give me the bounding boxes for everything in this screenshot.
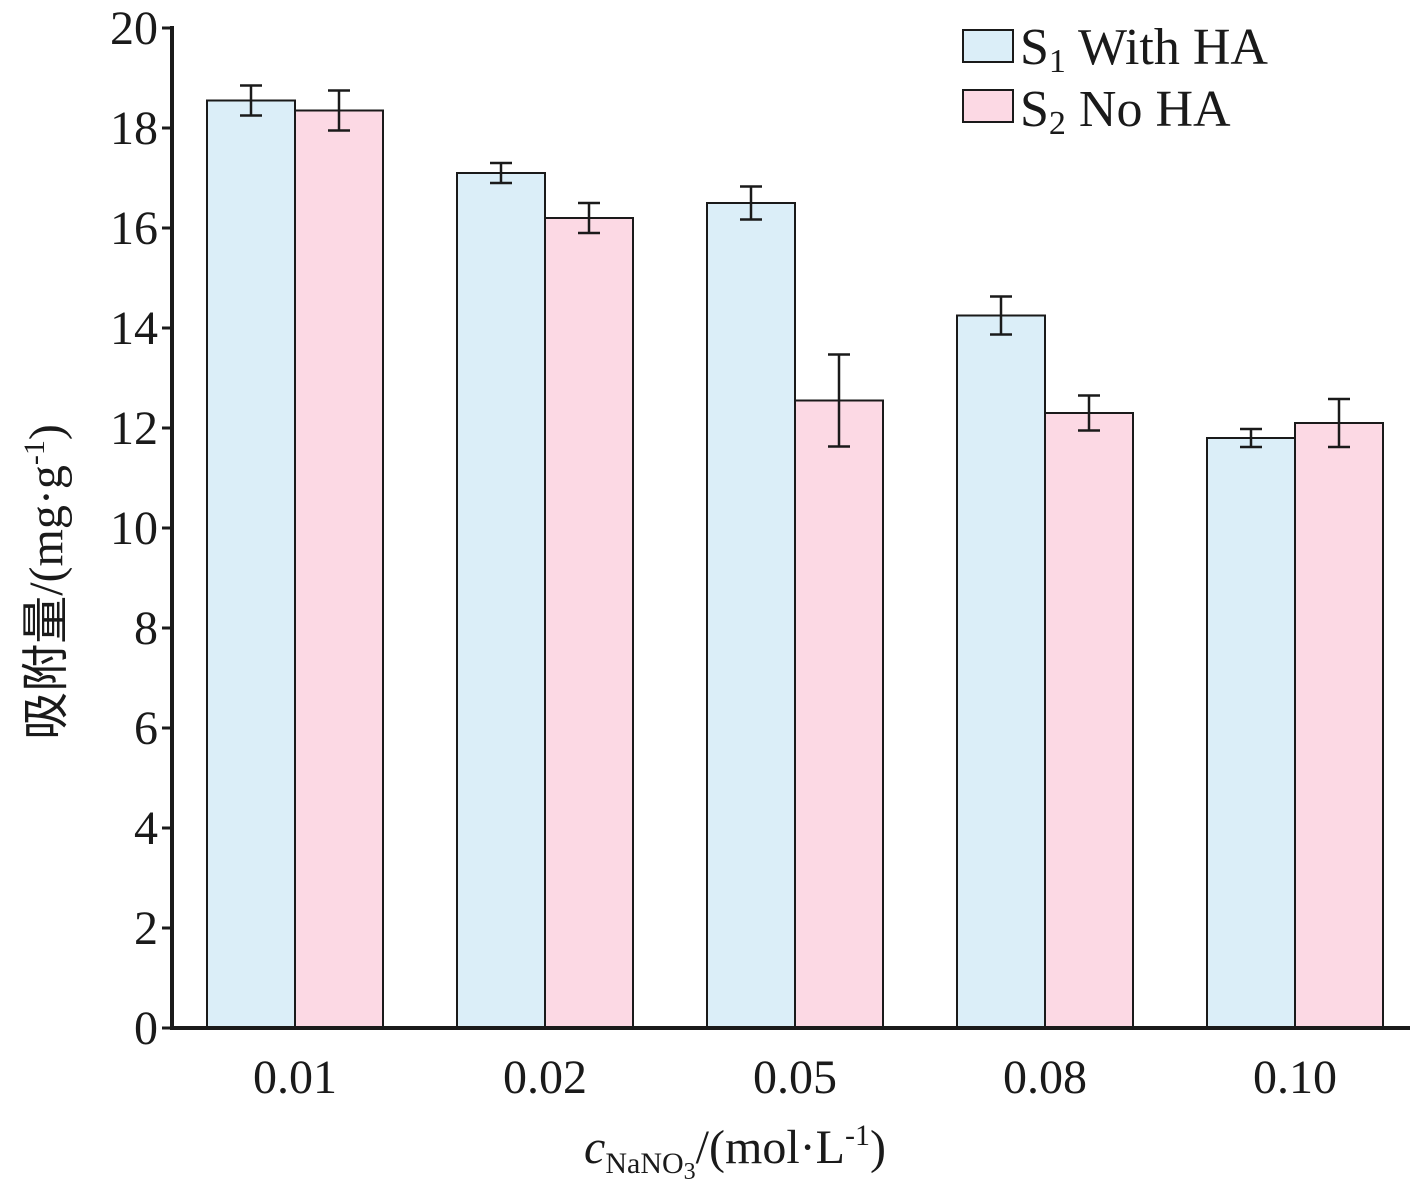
x-tick-label-0.02: 0.02 <box>503 1051 587 1104</box>
x-tick-label-0.01: 0.01 <box>253 1051 337 1104</box>
error-bar-s1-0.08 <box>990 295 1012 336</box>
x-tick-labels: 0.01 0.02 0.05 0.08 0.10 <box>253 1051 1337 1104</box>
bar-s1-0.02 <box>456 172 546 1029</box>
bar-s2-0.01 <box>294 109 384 1029</box>
error-bar-s2-0.05 <box>828 353 850 448</box>
x-axis-title: cNaNO3/(mol·L-1) <box>584 1119 886 1181</box>
y-tick-label-0: 0 <box>134 1002 158 1055</box>
bar-s2-0.02 <box>544 217 634 1029</box>
bar-s1-0.10 <box>1206 437 1296 1029</box>
error-bar-s2-0.02 <box>578 201 600 235</box>
y-tick-label-18: 18 <box>110 102 158 155</box>
legend-label-s1: S1 With HA <box>1020 19 1268 80</box>
bar-s1-0.08 <box>956 314 1046 1029</box>
legend-swatch-s1 <box>962 29 1014 63</box>
bar-s1-0.05 <box>706 202 796 1029</box>
y-tick-label-6: 6 <box>134 702 158 755</box>
x-tick-label-0.08: 0.08 <box>1003 1051 1087 1104</box>
y-tick-label-2: 2 <box>134 902 158 955</box>
y-tick-labels: 0 2 4 6 8 10 12 14 16 18 20 <box>110 2 158 1055</box>
bar-s2-0.08 <box>1044 412 1134 1029</box>
y-tick-label-10: 10 <box>110 502 158 555</box>
y-tick-label-12: 12 <box>110 402 158 455</box>
axes-layer <box>162 26 1410 1030</box>
error-bars-layer <box>240 84 1350 449</box>
x-tick-label-0.05: 0.05 <box>753 1051 837 1104</box>
error-bar-s1-0.02 <box>490 161 512 185</box>
error-bar-s2-0.01 <box>328 89 350 132</box>
error-bar-s1-0.05 <box>740 185 762 221</box>
bars-layer <box>206 99 1384 1029</box>
y-tick-label-14: 14 <box>110 302 158 355</box>
y-axis-title: 吸附量/(mg·g-1) <box>18 424 73 740</box>
y-tick-label-16: 16 <box>110 202 158 255</box>
legend-swatch-s2 <box>962 89 1014 123</box>
y-tick-label-4: 4 <box>134 802 158 855</box>
error-bar-s2-0.08 <box>1078 394 1100 432</box>
y-tick-label-8: 8 <box>134 602 158 655</box>
error-bar-s2-0.10 <box>1328 397 1350 449</box>
bar-s2-0.05 <box>794 399 884 1029</box>
legend-label-s2: S2 No HA <box>1020 81 1231 142</box>
error-bar-s1-0.01 <box>240 84 262 117</box>
error-bar-s1-0.10 <box>1240 427 1262 449</box>
bar-s1-0.01 <box>206 99 296 1029</box>
bar-s2-0.10 <box>1294 422 1384 1029</box>
legend: S1 With HA S2 No HA <box>962 19 1268 142</box>
x-tick-label-0.10: 0.10 <box>1253 1051 1337 1104</box>
y-tick-label-20: 20 <box>110 2 158 55</box>
